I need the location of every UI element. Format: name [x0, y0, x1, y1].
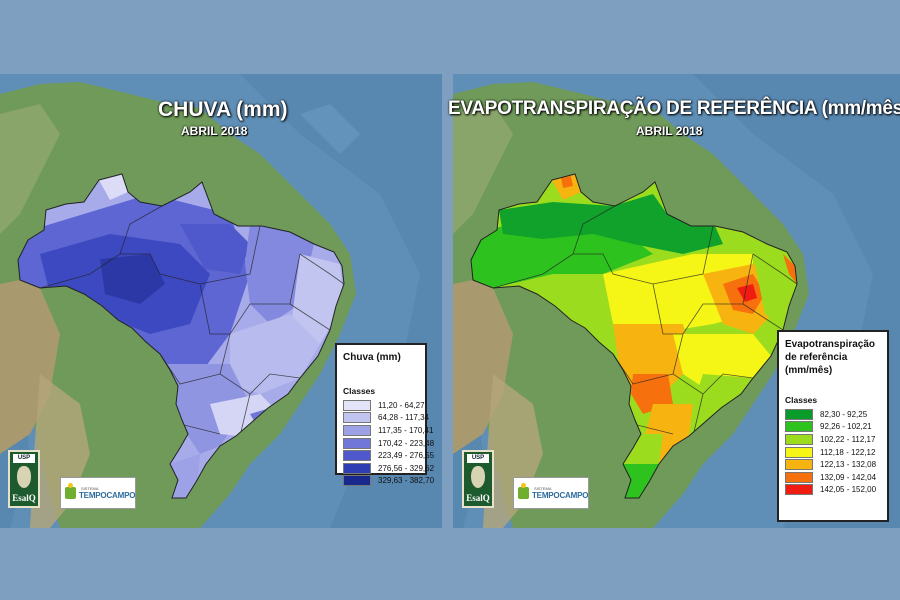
- evapotranspiration-map-subtitle: ABRIL 2018: [636, 124, 703, 138]
- legend-class-label: 64,28 - 117,34: [378, 413, 430, 423]
- tempocampo-logo: SISTEMA TEMPOCAMPO: [60, 477, 136, 509]
- evapotranspiration-map: [453, 74, 900, 528]
- legend-class-row: 112,18 - 122,12: [785, 446, 881, 459]
- legend-class-row: 122,13 - 132,08: [785, 458, 881, 471]
- legend-class-label: 170,42 - 223,48: [378, 438, 435, 448]
- rainfall-legend-classes-label: Classes: [343, 386, 376, 396]
- legend-swatch: [785, 421, 813, 433]
- rainfall-legend: Chuva (mm) Classes 11,20 - 64,27 64,28 - …: [335, 343, 434, 487]
- legend-class-label: 82,30 - 92,25: [820, 409, 868, 419]
- tempocampo-label: TEMPOCAMPO: [79, 491, 136, 500]
- legend-class-label: 132,09 - 142,04: [820, 472, 877, 482]
- rainfall-map-panel: [0, 74, 442, 528]
- sun-field-icon: [65, 483, 76, 499]
- legend-class-label: 122,13 - 132,08: [820, 460, 877, 470]
- tempocampo-logo-right: SISTEMA TEMPOCAMPO: [513, 477, 589, 509]
- esalq-logo-right: USP EsalQ: [462, 450, 494, 508]
- evapotranspiration-legend: Evapotranspiração de referência (mm/mês)…: [777, 330, 889, 522]
- legend-class-label: 276,56 - 329,62: [378, 463, 435, 473]
- et-legend-classes-label: Classes: [785, 395, 818, 405]
- legend-swatch: [343, 437, 371, 449]
- legend-class-row: 142,05 - 152,00: [785, 484, 881, 497]
- legend-class-row: 329,63 - 382,70: [343, 475, 434, 488]
- legend-class-label: 329,63 - 382,70: [378, 476, 435, 486]
- legend-swatch: [343, 424, 371, 436]
- legend-swatch: [785, 484, 813, 496]
- legend-class-label: 92,26 - 102,21: [820, 422, 872, 432]
- et-legend-title-line-2: de referência: [785, 352, 848, 363]
- rainfall-map-subtitle: ABRIL 2018: [181, 124, 248, 138]
- legend-swatch: [343, 412, 371, 424]
- usp-label: USP: [467, 454, 489, 463]
- rainfall-map: [0, 74, 442, 528]
- legend-swatch: [785, 446, 813, 458]
- usp-label: USP: [13, 454, 35, 463]
- legend-class-label: 117,35 - 170,41: [378, 425, 434, 435]
- legend-class-row: 170,42 - 223,48: [343, 437, 434, 450]
- et-legend-title-line-3: (mm/mês): [785, 365, 833, 376]
- legend-class-row: 223,49 - 276,55: [343, 449, 434, 462]
- legend-class-row: 132,09 - 142,04: [785, 471, 881, 484]
- et-legend-title-line-1: Evapotranspiração: [785, 339, 876, 350]
- legend-class-label: 142,05 - 152,00: [820, 485, 877, 495]
- sun-field-icon: [518, 483, 529, 499]
- tempocampo-label: TEMPOCAMPO: [532, 491, 589, 500]
- legend-class-row: 117,35 - 170,41: [343, 424, 433, 437]
- legend-class-row: 276,56 - 329,62: [343, 462, 434, 475]
- esalq-logo: USP EsalQ: [8, 450, 40, 508]
- crest-icon: [17, 466, 31, 488]
- legend-class-label: 223,49 - 276,55: [378, 451, 435, 461]
- evapotranspiration-map-panel: [453, 74, 900, 528]
- esalq-label: EsalQ: [12, 493, 36, 503]
- legend-swatch: [343, 462, 371, 474]
- tempocampo-small-label: SISTEMA: [534, 486, 552, 491]
- legend-swatch: [785, 408, 813, 420]
- esalq-label: EsalQ: [466, 493, 490, 503]
- legend-swatch: [785, 433, 813, 445]
- legend-swatch: [785, 459, 813, 471]
- legend-swatch: [343, 399, 371, 411]
- legend-swatch: [343, 450, 371, 462]
- legend-class-label: 102,22 - 112,17: [820, 434, 876, 444]
- legend-class-row: 64,28 - 117,34: [343, 412, 429, 425]
- legend-swatch: [785, 471, 813, 483]
- evapotranspiration-map-title: EVAPOTRANSPIRAÇÃO DE REFERÊNCIA (mm/mês): [448, 98, 900, 119]
- legend-class-row: 102,22 - 112,17: [785, 433, 881, 446]
- legend-class-row: 82,30 - 92,25: [785, 408, 881, 421]
- legend-class-row: 11,20 - 64,27: [343, 399, 425, 412]
- legend-class-label: 11,20 - 64,27: [378, 400, 425, 410]
- legend-class-label: 112,18 - 122,12: [820, 447, 876, 457]
- rainfall-legend-title: Chuva (mm): [343, 352, 401, 363]
- tempocampo-small-label: SISTEMA: [81, 486, 99, 491]
- legend-class-row: 92,26 - 102,21: [785, 421, 881, 434]
- crest-icon: [471, 466, 485, 488]
- rainfall-map-title: CHUVA (mm): [158, 98, 288, 121]
- legend-swatch: [343, 475, 371, 487]
